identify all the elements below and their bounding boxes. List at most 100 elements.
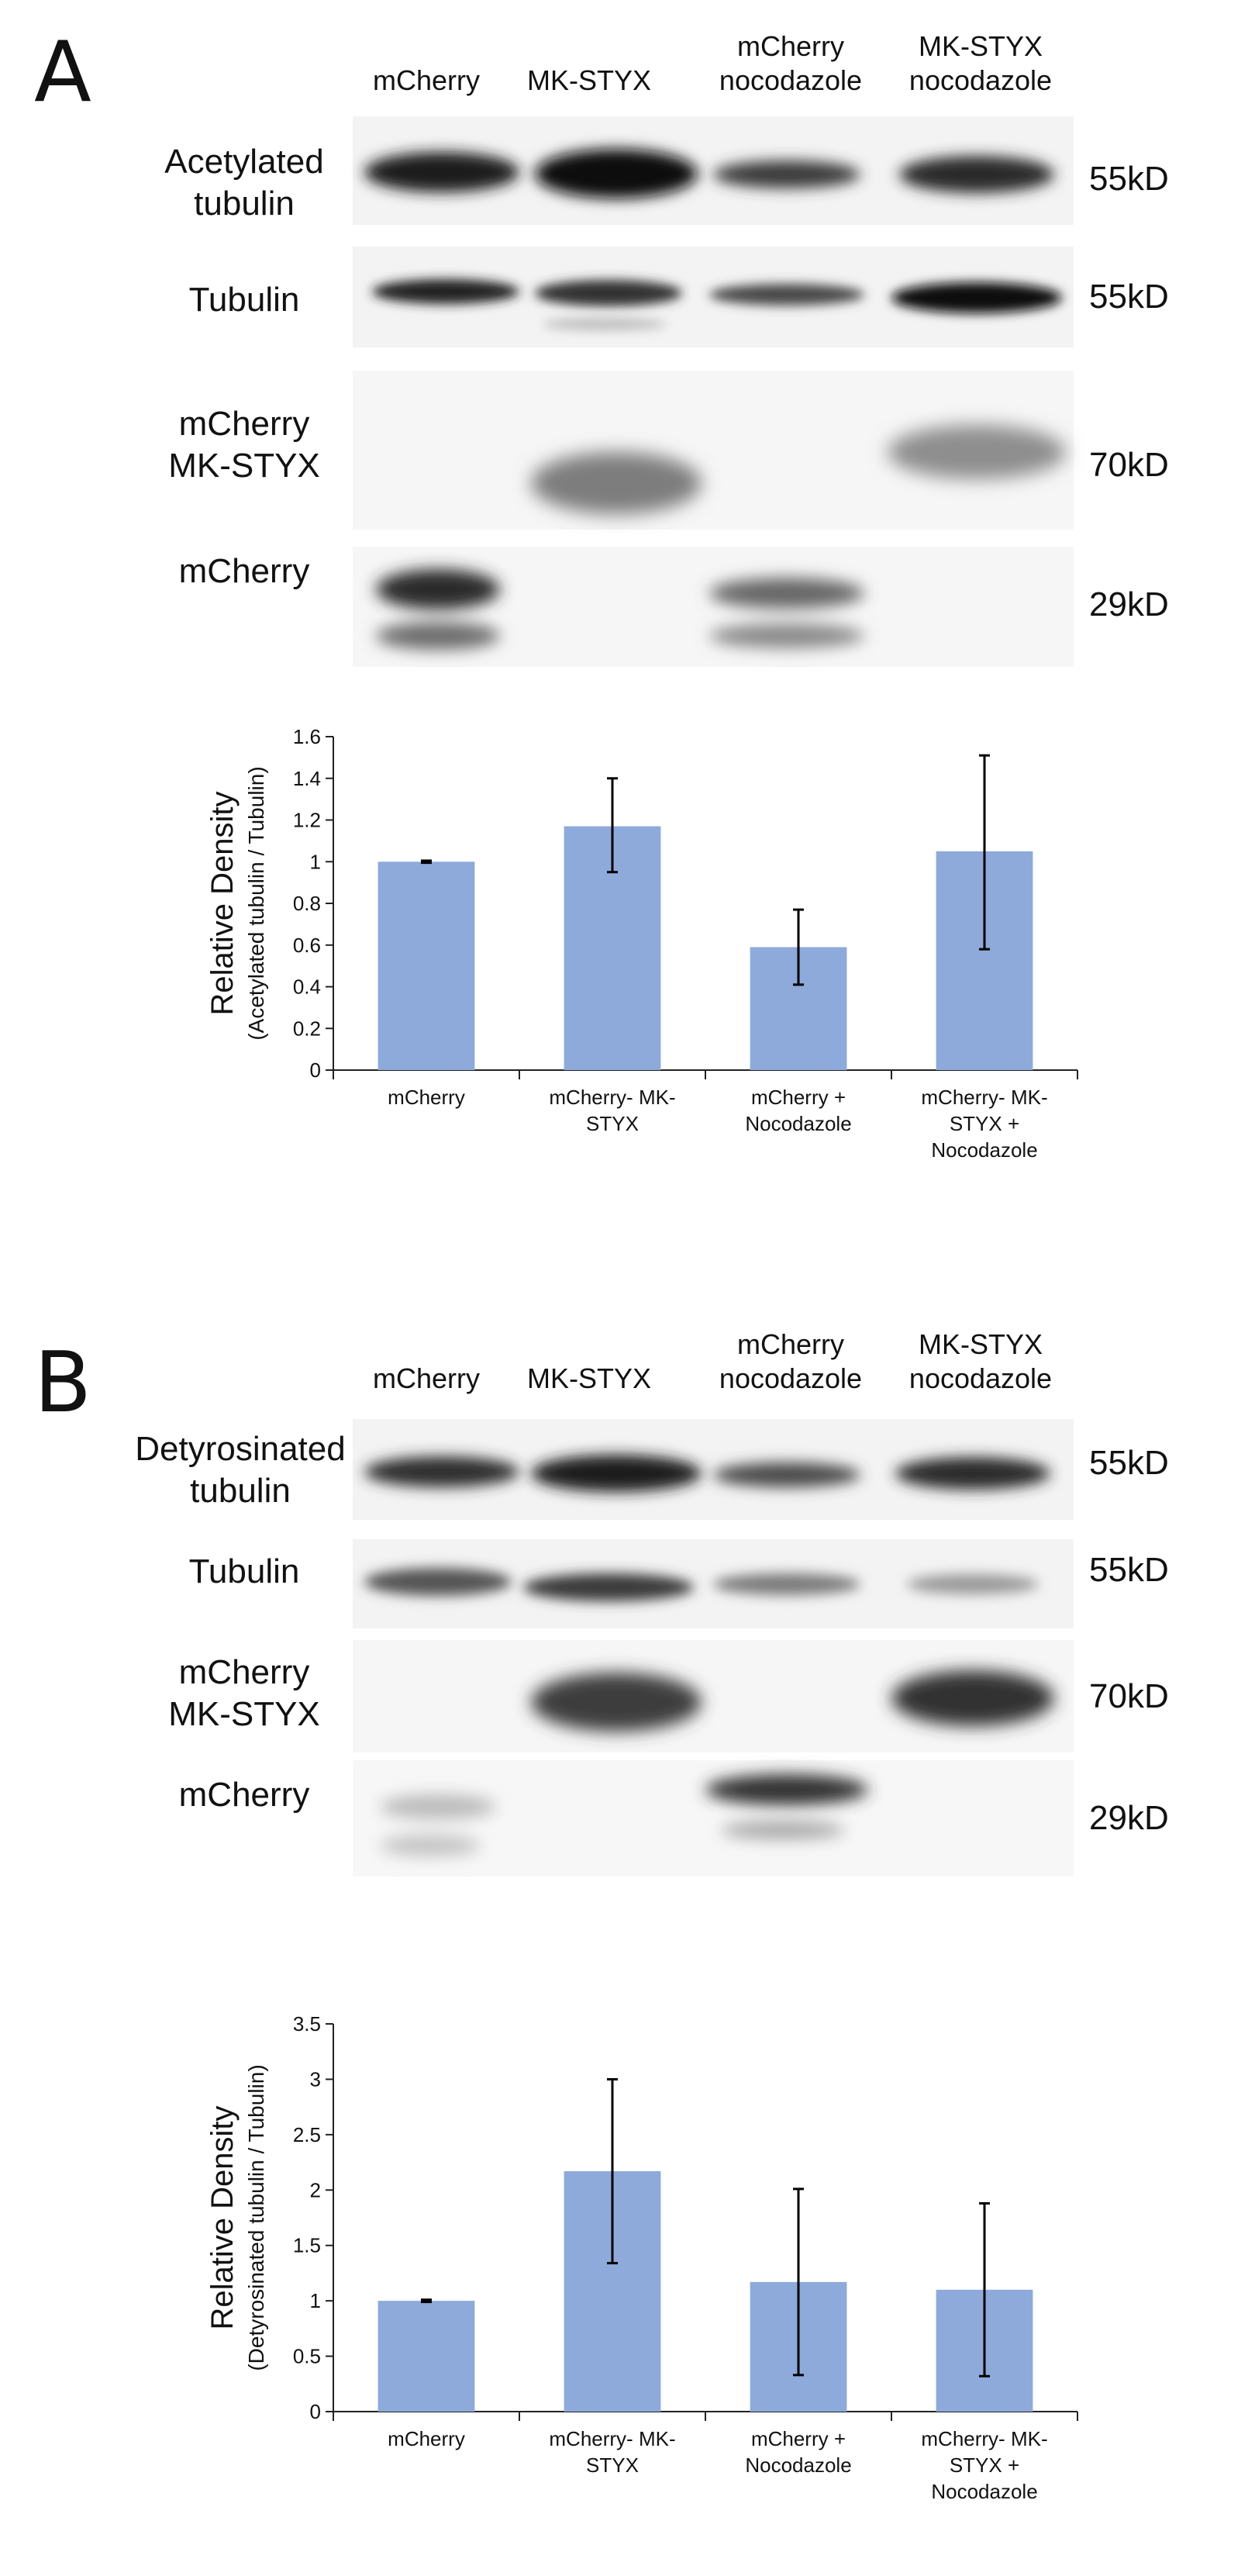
category-label: mCherry <box>388 2427 465 2450</box>
row-label-mcherry-mk-styx: mCherry MK-STYX <box>168 1653 320 1733</box>
kd-label: 55kD <box>1089 160 1169 198</box>
y-tick-label: 1.6 <box>293 725 321 748</box>
band <box>713 1573 860 1595</box>
row-label-acetylated-tubulin: Acetylated tubulin <box>164 143 324 223</box>
western-blot-mcherry <box>353 547 1074 667</box>
band <box>891 1670 1054 1726</box>
band <box>523 1573 694 1601</box>
y-tick-label: 1.4 <box>293 767 321 790</box>
category-label: mCherry- MK- <box>549 1086 675 1109</box>
panel-b-letter: B <box>34 1335 92 1431</box>
row-label-tubulin: Tubulin <box>188 281 300 319</box>
y-tick-label: 1 <box>310 2289 321 2312</box>
bar-chart-acetylated: 0 0.2 0.4 0.6 0.8 1 1.2 1.4 1.6 Relative Density(… <box>205 725 1078 1162</box>
band <box>721 1821 845 1839</box>
y-tick-label: 0.4 <box>293 975 321 999</box>
row-label-mcherry: mCherry <box>178 552 310 590</box>
band <box>543 318 667 330</box>
category-label: mCherry <box>388 1086 465 1109</box>
lane-label-mcherry-nocodazole: mCherry nocodazole <box>719 30 863 96</box>
y-axis-label: Relative Density <box>205 791 240 1015</box>
category-label: Nocodazole <box>931 1138 1037 1162</box>
kd-label: 29kD <box>1089 585 1169 623</box>
band <box>535 149 698 199</box>
band <box>888 425 1066 479</box>
band <box>895 1457 1050 1490</box>
row-label-mcherry: mCherry <box>178 1776 310 1814</box>
band <box>709 578 864 609</box>
y-tick-label: 0 <box>310 2400 321 2423</box>
band <box>891 282 1062 313</box>
bar <box>378 862 475 1070</box>
band <box>531 1673 702 1732</box>
western-blot-mcherry <box>353 1760 1074 1877</box>
y-tick-label: 0.8 <box>293 892 321 915</box>
category-label: Nocodazole <box>745 2453 851 2477</box>
lane-label-mcherry: mCherry <box>372 64 480 96</box>
category-label: Nocodazole <box>745 1112 851 1135</box>
western-blot-mcherry-mk-styx <box>353 1640 1074 1752</box>
y-tick-label: 3 <box>310 2067 321 2091</box>
kd-label: 70kD <box>1089 1677 1169 1715</box>
band <box>899 156 1054 193</box>
y-axis-label: Relative Density <box>205 2105 240 2329</box>
category-label: mCherry- MK- <box>549 2427 675 2450</box>
band <box>364 1456 519 1487</box>
y-tick-label: 0.2 <box>293 1017 321 1040</box>
row-label-detyrosinated-tubulin: Detyrosinated tubulin <box>135 1430 346 1510</box>
category-label: STYX <box>586 2453 639 2477</box>
category-label: mCherry + <box>751 2427 846 2450</box>
band <box>907 1574 1039 1594</box>
kd-label: 55kD <box>1089 278 1169 316</box>
row-label-tubulin: Tubulin <box>188 1552 300 1590</box>
band <box>372 279 519 304</box>
lane-label-mcherry-nocodazole: mCherry nocodazole <box>719 1328 863 1394</box>
band <box>713 1462 860 1487</box>
category-label: Nocodazole <box>931 2480 1037 2503</box>
y-tick-label: 3.5 <box>293 2012 321 2036</box>
western-blot-tubulin <box>353 247 1074 347</box>
kd-label: 55kD <box>1089 1551 1169 1589</box>
category-label: mCherry + <box>751 1086 846 1109</box>
western-blot-tubulin <box>353 1539 1074 1628</box>
lane-label-mk-styx: MK-STYX <box>527 64 652 96</box>
category-label: mCherry- MK- <box>921 1086 1047 1109</box>
band <box>364 152 519 192</box>
y-tick-label: 1.5 <box>293 2234 321 2257</box>
y-tick-label: 1 <box>310 850 321 873</box>
western-blot-mcherry-mk-styx <box>353 371 1074 530</box>
lane-label-mcherry: mCherry <box>372 1362 480 1394</box>
band <box>531 1455 702 1492</box>
category-label: STYX + <box>950 2453 1019 2477</box>
y-tick-label: 2.5 <box>293 2123 321 2146</box>
band <box>709 623 864 648</box>
kd-label: 70kD <box>1089 446 1169 484</box>
category-label: mCherry- MK- <box>921 2427 1047 2450</box>
band <box>364 1568 512 1596</box>
y-tick-label: 0.5 <box>293 2345 321 2368</box>
band <box>713 161 860 188</box>
y-tick-label: 0.6 <box>293 934 321 957</box>
row-label-mcherry-mk-styx: mCherry MK-STYX <box>168 405 320 485</box>
kd-label: 55kD <box>1089 1444 1169 1482</box>
band <box>709 284 864 306</box>
y-axis-sublabel: (Acetylated tubulin / Tubulin) <box>244 766 268 1040</box>
band <box>705 1774 868 1805</box>
band <box>531 452 702 514</box>
category-label: STYX + <box>950 1112 1019 1135</box>
lane-label-mk-styx-nocodazole: MK-STYX nocodazole <box>908 1328 1053 1394</box>
band <box>376 569 500 609</box>
kd-label: 29kD <box>1089 1799 1169 1837</box>
bar <box>378 2301 475 2412</box>
y-tick-label: 0 <box>310 1058 321 1082</box>
lane-label-mk-styx-nocodazole: MK-STYX nocodazole <box>908 30 1053 96</box>
lane-label-mk-styx: MK-STYX <box>527 1362 652 1394</box>
band <box>380 1794 496 1819</box>
western-blot-acetylated-tubulin <box>353 116 1074 225</box>
western-blot-detyrosinated-tubulin <box>353 1419 1074 1520</box>
y-axis-sublabel: (Detyrosinated tubulin / Tubulin) <box>244 2064 268 2371</box>
category-label: STYX <box>586 1112 639 1135</box>
band <box>376 622 500 650</box>
band <box>535 280 682 306</box>
band <box>380 1835 481 1856</box>
